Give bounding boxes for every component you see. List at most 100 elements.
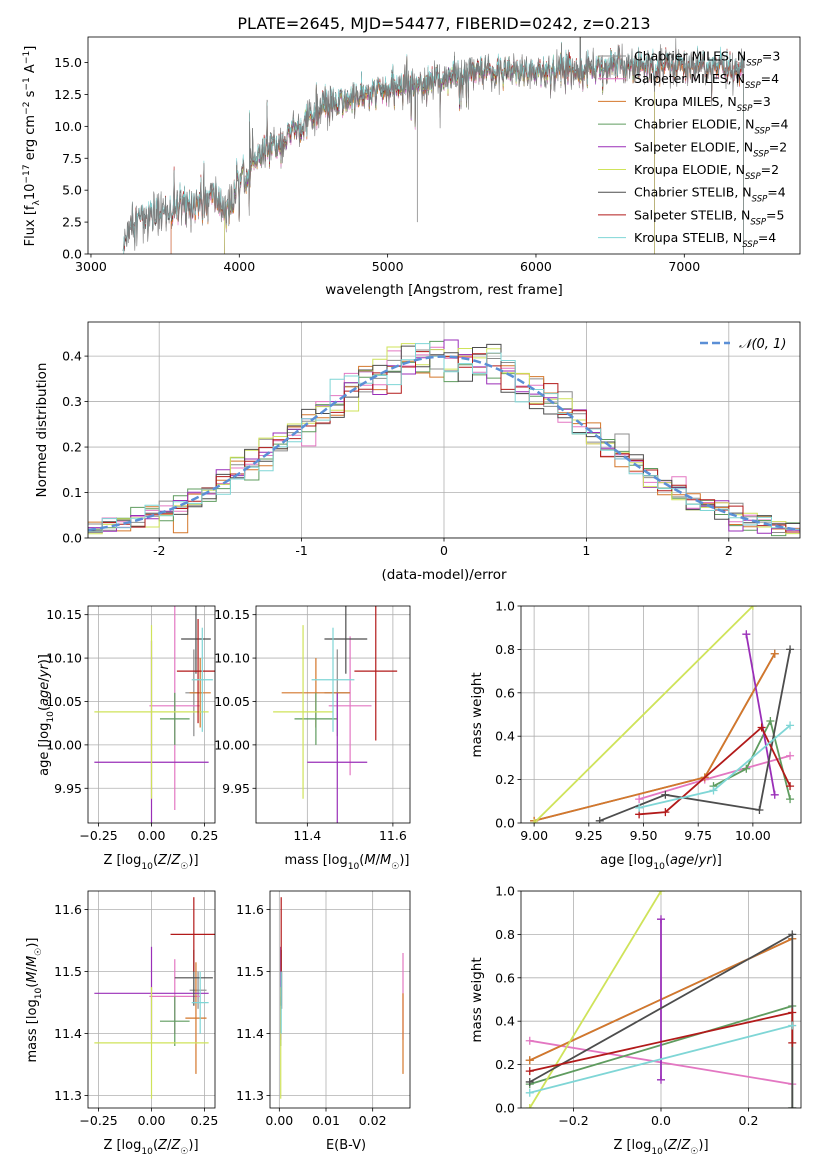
weight_vs_age-marker-kroupa-stelib — [635, 803, 644, 812]
legend-label-chabrier-stelib: Chabrier STELIB, NSSP=4 — [634, 185, 786, 205]
mass_vs_ebv-plot-area — [270, 891, 410, 1108]
spectrum-ytick-label: 0.0 — [62, 247, 82, 262]
age_vs_z-ylabel: age [log10(age/yr)] — [37, 654, 56, 776]
spectrum-ytick-label: 12.5 — [54, 87, 82, 102]
spectrum-ytick-label: 15.0 — [54, 55, 82, 70]
weight_vs_age-xtick-label: 9.00 — [520, 828, 548, 843]
age_vs_mass-plot-area — [256, 606, 410, 823]
mass_vs_z-ylabel: mass [log10(M/M☉)] — [25, 938, 44, 1063]
weight_vs_age-marker-salpeter-stelib — [786, 782, 795, 791]
weight_vs_z-xlabel: Z [log10(Z/Z☉)] — [613, 1138, 708, 1157]
weight_vs_z-marker-chabrier-stelib — [788, 1104, 797, 1108]
residuals-ytick-label: 0.4 — [62, 349, 82, 364]
age_vs_z-ytick-label: 10.15 — [46, 607, 82, 622]
weight_vs_age-line-salpeter-stelib — [639, 726, 791, 816]
weight_vs_age-marker-kroupa-miles — [770, 649, 779, 658]
mass_vs_z-ytick-label: 11.6 — [54, 902, 82, 917]
weight_vs_z-marker-salpeter-elodie — [657, 1075, 665, 1084]
spectrum-axes: 3000 4000 5000 6000 7000 0.0 2.5 5.0 7.5 10.0 12.5… — [54, 36, 801, 274]
weight_vs_z-xtick-label: 0.0 — [651, 1113, 671, 1128]
mass_vs_z-axes: −0.25 0.00 0.25 11.3 11.4 11.5 11.6 — [54, 890, 218, 1128]
weight_vs_z-line-kroupa-elodie — [529, 891, 662, 1108]
residuals-hist-chabrier-stelib — [88, 343, 800, 532]
residuals-gaussian-curve — [88, 355, 800, 532]
spectrum-observed-line — [122, 37, 745, 252]
weight_vs_age-marker-salpeter-elodie — [742, 630, 751, 639]
weight_vs_age-xtick-label: 9.25 — [575, 828, 603, 843]
weight_vs_age-xtick-label: 10.00 — [735, 828, 771, 843]
residuals-plot-area — [88, 322, 800, 538]
age_vs_mass-ytick-label: 10.10 — [214, 651, 250, 666]
age_vs_mass-ytick-label: 10.00 — [214, 737, 250, 752]
mass_vs_z-ytick-label: 11.4 — [54, 1026, 82, 1041]
weight_vs_age-line-chabrier-stelib — [599, 649, 791, 822]
weight_vs_z-plot-area — [521, 891, 801, 1108]
weight_vs_age-xtick-label: 9.75 — [684, 828, 712, 843]
weight_vs_z-xtick-label: 0.2 — [739, 1113, 759, 1128]
weight_vs_z-xtick-label: −0.2 — [558, 1113, 588, 1128]
age_vs_z-xtick-label: 0.00 — [138, 828, 166, 843]
figure-title: PLATE=2645, MJD=54477, FIBERID=0242, z=0… — [237, 14, 650, 33]
weight_vs_z-marker-salpeter-stelib — [788, 1038, 797, 1047]
weight_vs_age-marker-kroupa-elodie — [530, 819, 539, 823]
age_vs_z-frame — [87, 605, 216, 824]
weight_vs_age-marker-salpeter-stelib — [661, 808, 670, 817]
weight_vs_age-marker-salpeter-elodie — [770, 790, 779, 799]
weight_vs_z-marker-kroupa-miles — [525, 1056, 534, 1065]
weight_vs_z-marker-chabrier-stelib — [788, 930, 797, 939]
weight_vs_age-ytick-label: 0.2 — [495, 772, 515, 787]
weight_vs_age-ytick-label: 1.0 — [495, 599, 515, 614]
weight_vs_age-marker-chabrier-elodie — [742, 764, 751, 773]
weight_vs_age-marker-chabrier-elodie — [766, 717, 775, 726]
spectrum-xlabel: wavelength [Angstrom, rest frame] — [325, 282, 563, 298]
mass_vs_ebv-axes: 0.00 0.01 0.02 11.3 11.4 11.5 11.6 — [236, 890, 411, 1128]
spectrum-ytick-label: 10.0 — [54, 119, 82, 134]
residuals-ytick-label: 0.1 — [62, 485, 82, 500]
weight_vs_z-frame — [520, 890, 802, 1109]
mass_vs_z-ytick-label: 11.3 — [54, 1088, 82, 1103]
residuals-xtick-label: -2 — [153, 543, 165, 558]
weight_vs_age-marker-chabrier-stelib — [755, 805, 764, 814]
spectrum-xtick-label: 3000 — [75, 259, 107, 274]
residuals-xtick-label: 0 — [440, 543, 448, 558]
mass_vs_z-ytick-label: 11.5 — [54, 964, 82, 979]
mass_vs_z-xtick-label: 0.25 — [190, 1113, 218, 1128]
weight_vs_age-ytick-label: 0.0 — [495, 816, 515, 831]
age_vs_z-ytick-label: 10.10 — [46, 651, 82, 666]
weight_vs_age-xlabel: age [log10(age/yr)] — [600, 853, 722, 872]
age_vs_z-ytick-label: 9.95 — [54, 781, 82, 796]
age_vs_mass-ytick-label: 10.05 — [214, 694, 250, 709]
mass_vs_ebv-ytick-label: 11.3 — [236, 1088, 264, 1103]
spectrum-ytick-label: 2.5 — [62, 215, 82, 230]
spectrum-ylabel: Flux [fλ10−17 erg cm−2 s−1 A−1] — [22, 46, 42, 247]
weight_vs_age-marker-salpeter-miles — [635, 795, 644, 804]
age_vs_mass-ytick-label: 10.15 — [214, 607, 250, 622]
weight_vs_age-ytick-label: 0.6 — [495, 685, 515, 700]
weight_vs_z-ytick-label: 0.4 — [495, 1014, 515, 1029]
mass_vs_ebv-ytick-label: 11.6 — [236, 902, 264, 917]
weight_vs_age-marker-chabrier-stelib — [661, 790, 670, 799]
residuals-legend-label: 𝒩(0, 1) — [739, 337, 786, 352]
weight_vs_z-axes: −0.2 0.0 0.2 0.0 0.2 0.4 0.6 0.8 1.0 — [495, 884, 802, 1128]
weight_vs_age-marker-chabrier-stelib — [786, 645, 795, 654]
weight_vs_z-marker-kroupa-stelib — [525, 1088, 534, 1097]
weight_vs_age-marker-salpeter-stelib — [757, 723, 766, 732]
legend-label-salpeter-stelib: Salpeter STELIB, NSSP=5 — [634, 207, 784, 227]
spectrum-series-kroupa-elodie — [224, 37, 655, 254]
weight_vs_age-ylabel: mass weight — [469, 672, 485, 757]
weight_vs_z-marker-salpeter-stelib — [525, 1067, 534, 1076]
weight_vs_age-line-salpeter-miles — [638, 754, 791, 800]
mass_vs_ebv-xtick-label: 0.02 — [359, 1113, 387, 1128]
mass_vs_ebv-xtick-label: 0.00 — [265, 1113, 293, 1128]
legend-label-salpeter-elodie: Salpeter ELODIE, NSSP=2 — [634, 139, 787, 159]
weight_vs_z-marker-salpeter-elodie — [657, 915, 665, 924]
weight_vs_age-line-chabrier-miles — [533, 653, 776, 822]
weight_vs_age-xtick-label: 9.50 — [630, 828, 658, 843]
age_vs_mass-axes: 11.4 11.6 9.95 10.00 10.05 10.10 10.15 — [214, 605, 411, 843]
legend-label-chabrier-elodie: Chabrier ELODIE, NSSP=4 — [634, 117, 789, 137]
age_vs_z-ytick-label: 10.05 — [46, 694, 82, 709]
residuals-xtick-label: 1 — [582, 543, 590, 558]
age_vs_z-plot-area — [88, 606, 215, 823]
residuals-hist-kroupa-stelib — [88, 343, 800, 533]
